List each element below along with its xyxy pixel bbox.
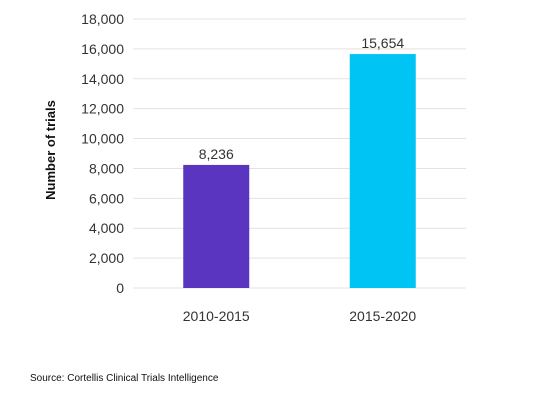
y-tick-label: 8,000 [89,160,124,176]
y-tick-label: 0 [116,280,124,296]
y-axis-label: Number of trials [43,100,58,200]
y-tick-label: 2,000 [89,250,124,266]
y-tick-label: 18,000 [81,11,124,27]
bars [183,54,416,289]
bar-2015-2020 [349,54,416,289]
y-tick-label: 12,000 [81,101,124,117]
x-category-label: 2010-2015 [183,308,250,324]
x-axis-categories: 2010-2015 2015-2020 [183,308,417,324]
gridlines [133,18,466,289]
y-tick-label: 14,000 [81,71,124,87]
source-note: Source: Cortellis Clinical Trials Intell… [30,373,219,384]
data-label-2010-2015: 8,236 [199,146,234,162]
y-tick-label: 4,000 [89,220,124,236]
y-tick-label: 10,000 [81,131,124,147]
data-labels: 8,236 15,654 [199,35,405,162]
y-tick-label: 6,000 [89,190,124,206]
y-axis-ticks: 0 2,000 4,000 6,000 8,000 10,000 12,000 14,000 1… [81,11,124,296]
bar-2010-2015 [183,164,250,288]
data-label-2015-2020: 15,654 [361,35,404,51]
x-category-label: 2015-2020 [349,308,416,324]
y-tick-label: 16,000 [81,41,124,57]
